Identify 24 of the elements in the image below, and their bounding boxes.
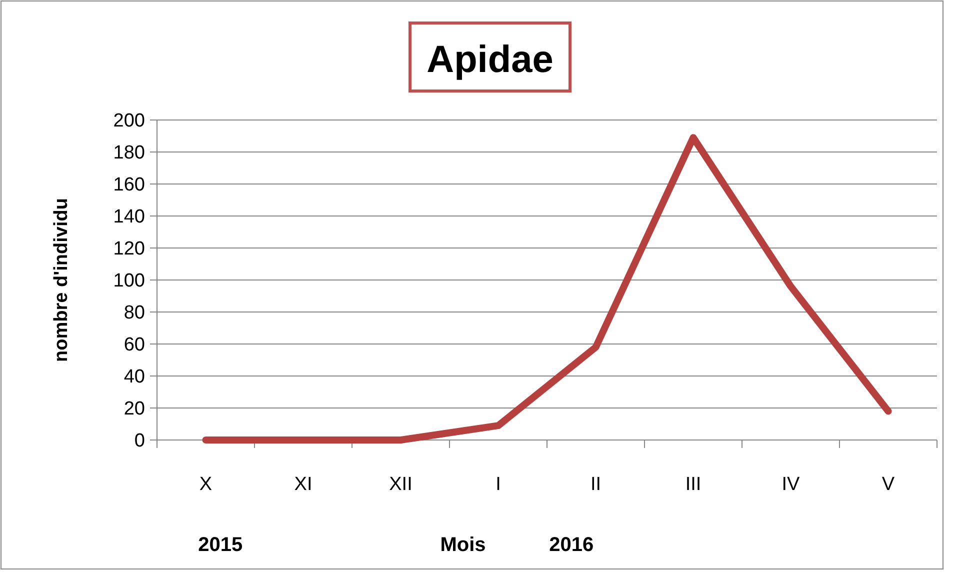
y-tick-label: 180 — [113, 142, 145, 164]
text: 2015 — [198, 534, 243, 556]
x-tick-label: XI — [294, 474, 312, 495]
x-tick-label: X — [199, 474, 212, 495]
y-tick-label: 160 — [113, 174, 145, 196]
text: 2016 — [549, 534, 594, 556]
y-tick-label: 120 — [113, 238, 145, 260]
x-tick-label: III — [685, 474, 702, 495]
y-axis-title: nombre d'individu — [51, 198, 72, 362]
y-tick-label: 20 — [124, 398, 145, 420]
x-tick-label: V — [882, 474, 895, 495]
chart-title: Apidae — [426, 39, 554, 81]
y-tick-label: 80 — [124, 302, 145, 324]
x-axis-title: Mois — [440, 534, 486, 556]
y-tick-label: 100 — [113, 270, 145, 292]
y-tick-label: 200 — [113, 110, 145, 132]
x-tick-label: II — [590, 474, 602, 495]
x-tick-label: I — [496, 474, 501, 495]
y-tick-label: 140 — [113, 206, 145, 228]
x-tick-label: XII — [389, 474, 412, 495]
y-tick-label: 40 — [124, 366, 145, 388]
y-tick-label: 60 — [124, 334, 145, 356]
y-tick-label: 0 — [134, 430, 145, 452]
x-tick-label: IV — [782, 474, 800, 495]
